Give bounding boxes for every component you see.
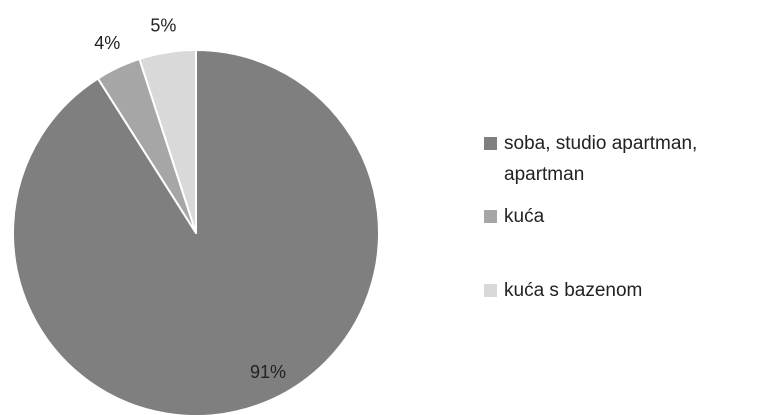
legend-label-ku-a: kuća <box>504 206 545 227</box>
legend-swatch-ku-a-s-bazenom <box>484 284 497 297</box>
legend-label-soba-studio-apartman-apartman-line-1: soba, studio apartman, <box>504 133 697 154</box>
pie-slices <box>12 49 380 415</box>
legend-item-soba-studio-apartman-apartman: soba, studio apartman, apartman <box>484 133 697 185</box>
legend-label-soba-studio-apartman-apartman-line-2: apartman <box>504 164 584 185</box>
legend: soba, studio apartman, apartman kuća kuća s… <box>484 133 697 301</box>
data-label-ku-a: 4% <box>94 33 120 53</box>
data-label-ku-a-s-bazenom: 5% <box>150 16 176 36</box>
legend-label-ku-a-s-bazenom: kuća s bazenom <box>504 280 642 301</box>
data-label-soba-studio-apartman-apartman: 91% <box>250 362 286 382</box>
legend-item-ku-a-s-bazenom: kuća s bazenom <box>484 280 642 301</box>
pie-slice-soba-studio-apartman-apartman <box>12 49 380 415</box>
pie-slice-ku-a-s-bazenom <box>138 49 197 234</box>
data-labels: 91% 4% 5% <box>94 16 286 382</box>
legend-swatch-ku-a <box>484 210 497 223</box>
legend-swatch-soba-studio-apartman-apartman <box>484 137 497 150</box>
legend-item-ku-a: kuća <box>484 206 545 227</box>
